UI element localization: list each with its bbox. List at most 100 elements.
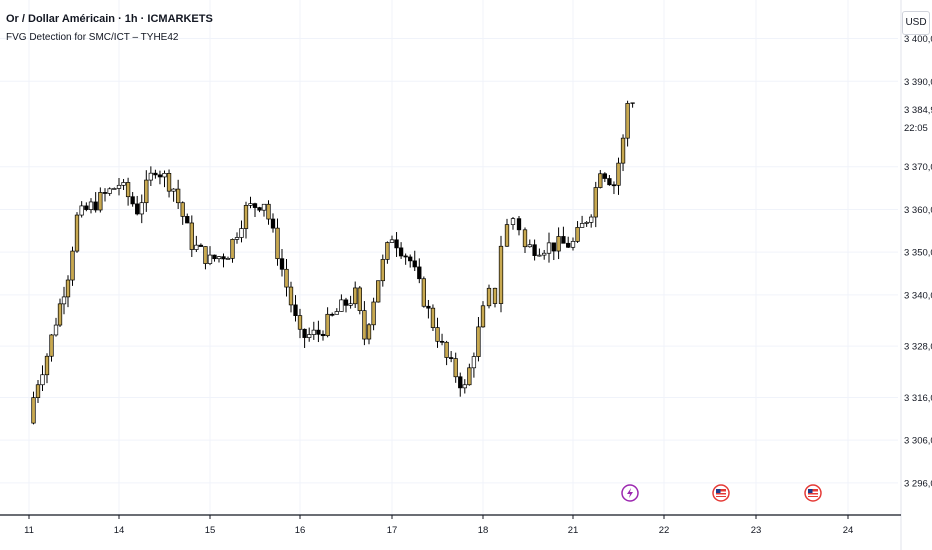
candle-body: [234, 237, 240, 240]
candle-body: [157, 174, 163, 178]
symbol-title[interactable]: Or / Dollar Américain · 1h · ICMARKETS: [6, 13, 213, 25]
y-tick-label: 3 350,00: [904, 248, 932, 259]
candle-body: [412, 260, 417, 268]
candle-body: [171, 188, 176, 192]
candle-body: [252, 203, 258, 208]
candle-body: [551, 242, 556, 252]
countdown-label: 22:05: [904, 123, 928, 134]
candle-body: [330, 313, 335, 316]
candle-body: [537, 254, 542, 257]
candle-body: [435, 327, 440, 342]
y-tick-label: 3 390,00: [904, 77, 932, 88]
us-flag-icon[interactable]: [712, 484, 730, 502]
candle-body: [270, 218, 276, 229]
y-tick-label: 3 328,00: [904, 342, 932, 353]
events-row[interactable]: [621, 484, 822, 502]
candle-body: [88, 201, 94, 210]
candle-body: [403, 255, 408, 258]
x-tick-label: 16: [295, 525, 306, 536]
x-tick-label: 17: [387, 525, 398, 536]
candle-body: [302, 328, 307, 338]
candle-body: [284, 268, 289, 288]
y-tick-label: 3 316,00: [904, 393, 932, 404]
candle-body: [79, 205, 84, 216]
candle-body: [194, 244, 199, 250]
candle-body: [394, 239, 399, 249]
candle-body: [510, 218, 516, 225]
candle-body: [275, 227, 280, 260]
indicator-title[interactable]: FVG Detection for SMC/ICT – TYHE42: [6, 32, 179, 43]
candle-body: [84, 205, 89, 210]
candle-body: [243, 205, 249, 229]
candle-body: [430, 307, 436, 328]
lightning-icon[interactable]: [621, 484, 639, 502]
x-tick-label: 23: [751, 525, 762, 536]
candle-body: [230, 239, 235, 259]
candle-body: [607, 178, 612, 186]
candle-body: [426, 305, 431, 309]
candle-body: [44, 355, 50, 376]
candle-body: [297, 315, 303, 330]
candle-body: [602, 173, 607, 179]
candle-body: [467, 367, 472, 386]
candle-body: [453, 358, 458, 378]
candle-body: [93, 201, 98, 211]
candle-body: [130, 196, 135, 205]
candle-body: [339, 299, 344, 312]
x-tick-label: 21: [568, 525, 579, 536]
candle-body: [556, 236, 561, 252]
candle-body: [532, 244, 537, 256]
currency-button[interactable]: USD: [902, 11, 930, 35]
candle-body: [620, 137, 626, 164]
candle-body: [616, 162, 621, 186]
candle-body: [584, 222, 589, 224]
candle-body: [476, 326, 481, 357]
candle-body: [102, 192, 108, 194]
candle-body: [504, 224, 510, 247]
x-tick-label: 15: [205, 525, 216, 536]
candle-body: [185, 216, 190, 224]
candle-body: [575, 227, 580, 242]
candle-body: [139, 202, 144, 215]
candle-body: [49, 334, 54, 357]
candle-body: [385, 242, 390, 260]
candle-body: [611, 184, 617, 187]
y-tick-label: 3 360,00: [904, 205, 932, 216]
candle-body: [366, 324, 372, 340]
candle-body: [311, 329, 316, 335]
candle-body: [353, 287, 358, 305]
candle-body: [144, 179, 149, 204]
candle-body: [498, 245, 504, 304]
candle-body: [371, 301, 376, 326]
candle-body: [408, 256, 413, 262]
candle-body: [107, 188, 112, 194]
candle-body: [589, 216, 594, 223]
candle-body: [61, 296, 67, 305]
y-tick-label: 3 370,00: [904, 162, 932, 173]
time-axis[interactable]: 11 14 15 16 17 18 21 22 23 24: [24, 515, 853, 536]
candle-body: [153, 172, 158, 176]
candle-body: [343, 299, 349, 306]
candle-body: [180, 202, 185, 217]
us-flag-icon[interactable]: [804, 484, 822, 502]
candle-body: [65, 279, 71, 298]
candle-body: [162, 173, 167, 178]
candle-body: [598, 173, 603, 188]
y-tick-label: 3 306,00: [904, 436, 932, 447]
price-axis[interactable]: 3 400,00 3 390,00 3 370,00 3 360,00 3 350,00…: [904, 34, 932, 489]
candle-body: [40, 374, 45, 386]
candle-body: [257, 207, 262, 211]
candle-body: [261, 203, 267, 211]
candle-body: [421, 278, 426, 307]
candle-body: [527, 244, 532, 248]
candle-body: [579, 223, 585, 228]
candle-body: [398, 247, 404, 257]
candle-body: [198, 244, 204, 247]
candle-body: [439, 340, 445, 343]
candle-body: [546, 242, 552, 254]
x-tick-label: 14: [114, 525, 125, 536]
candle-body: [166, 173, 172, 192]
candle-body: [288, 286, 294, 306]
candle-body: [53, 324, 59, 336]
